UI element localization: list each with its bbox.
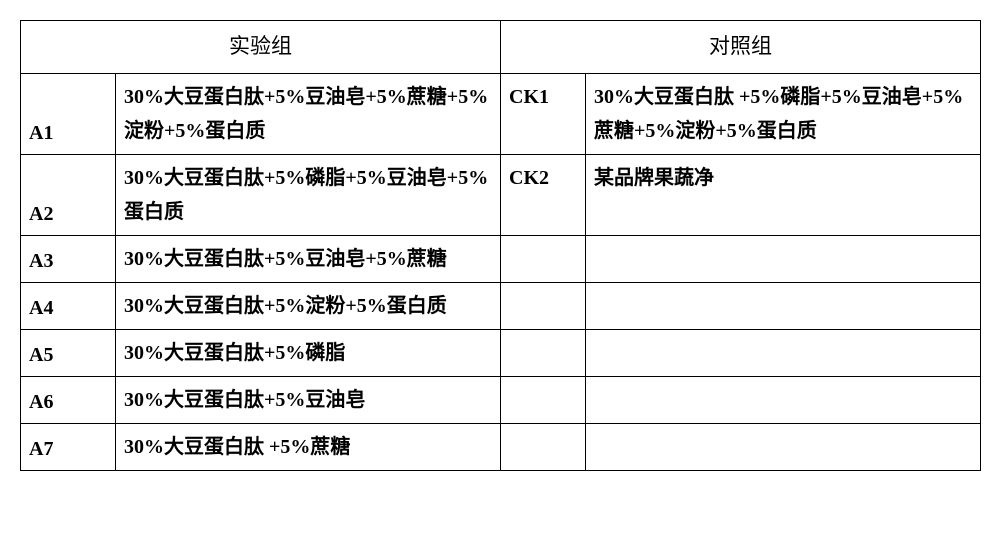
cell-ck-text: 某品牌果蔬净 [586,154,981,235]
cell-ck-text [586,282,981,329]
table-row: A2 30%大豆蛋白肽+5%磷脂+5%豆油皂+5%蛋白质 CK2 某品牌果蔬净 [21,154,981,235]
cell-ck-code [501,376,586,423]
cell-ck-text [586,235,981,282]
cell-a-code: A4 [21,282,116,329]
cell-a-code: A7 [21,423,116,470]
cell-a-text: 30%大豆蛋白肽+5%豆油皂+5%蔗糖 [116,235,501,282]
cell-a-code: A2 [21,154,116,235]
cell-a-text: 30%大豆蛋白肽 +5%蔗糖 [116,423,501,470]
cell-ck-code [501,329,586,376]
cell-a-text: 30%大豆蛋白肽+5%淀粉+5%蛋白质 [116,282,501,329]
header-control: 对照组 [501,21,981,74]
cell-ck-code [501,235,586,282]
table-row: A1 30%大豆蛋白肽+5%豆油皂+5%蔗糖+5%淀粉+5%蛋白质 CK1 30… [21,73,981,154]
table-row: A6 30%大豆蛋白肽+5%豆油皂 [21,376,981,423]
cell-ck-text: 30%大豆蛋白肽 +5%磷脂+5%豆油皂+5%蔗糖+5%淀粉+5%蛋白质 [586,73,981,154]
header-experimental: 实验组 [21,21,501,74]
cell-a-text: 30%大豆蛋白肽+5%磷脂+5%豆油皂+5%蛋白质 [116,154,501,235]
header-row: 实验组 对照组 [21,21,981,74]
experiment-table: 实验组 对照组 A1 30%大豆蛋白肽+5%豆油皂+5%蔗糖+5%淀粉+5%蛋白… [20,20,981,471]
cell-ck-text [586,423,981,470]
cell-ck-text [586,376,981,423]
cell-a-text: 30%大豆蛋白肽+5%豆油皂 [116,376,501,423]
cell-ck-text [586,329,981,376]
cell-a-code: A5 [21,329,116,376]
cell-a-code: A1 [21,73,116,154]
cell-ck-code [501,423,586,470]
cell-a-code: A3 [21,235,116,282]
cell-ck-code [501,282,586,329]
cell-a-text: 30%大豆蛋白肽+5%磷脂 [116,329,501,376]
cell-a-code: A6 [21,376,116,423]
table-row: A3 30%大豆蛋白肽+5%豆油皂+5%蔗糖 [21,235,981,282]
cell-a-text: 30%大豆蛋白肽+5%豆油皂+5%蔗糖+5%淀粉+5%蛋白质 [116,73,501,154]
table-row: A5 30%大豆蛋白肽+5%磷脂 [21,329,981,376]
table-row: A7 30%大豆蛋白肽 +5%蔗糖 [21,423,981,470]
cell-ck-code: CK1 [501,73,586,154]
table-row: A4 30%大豆蛋白肽+5%淀粉+5%蛋白质 [21,282,981,329]
cell-ck-code: CK2 [501,154,586,235]
